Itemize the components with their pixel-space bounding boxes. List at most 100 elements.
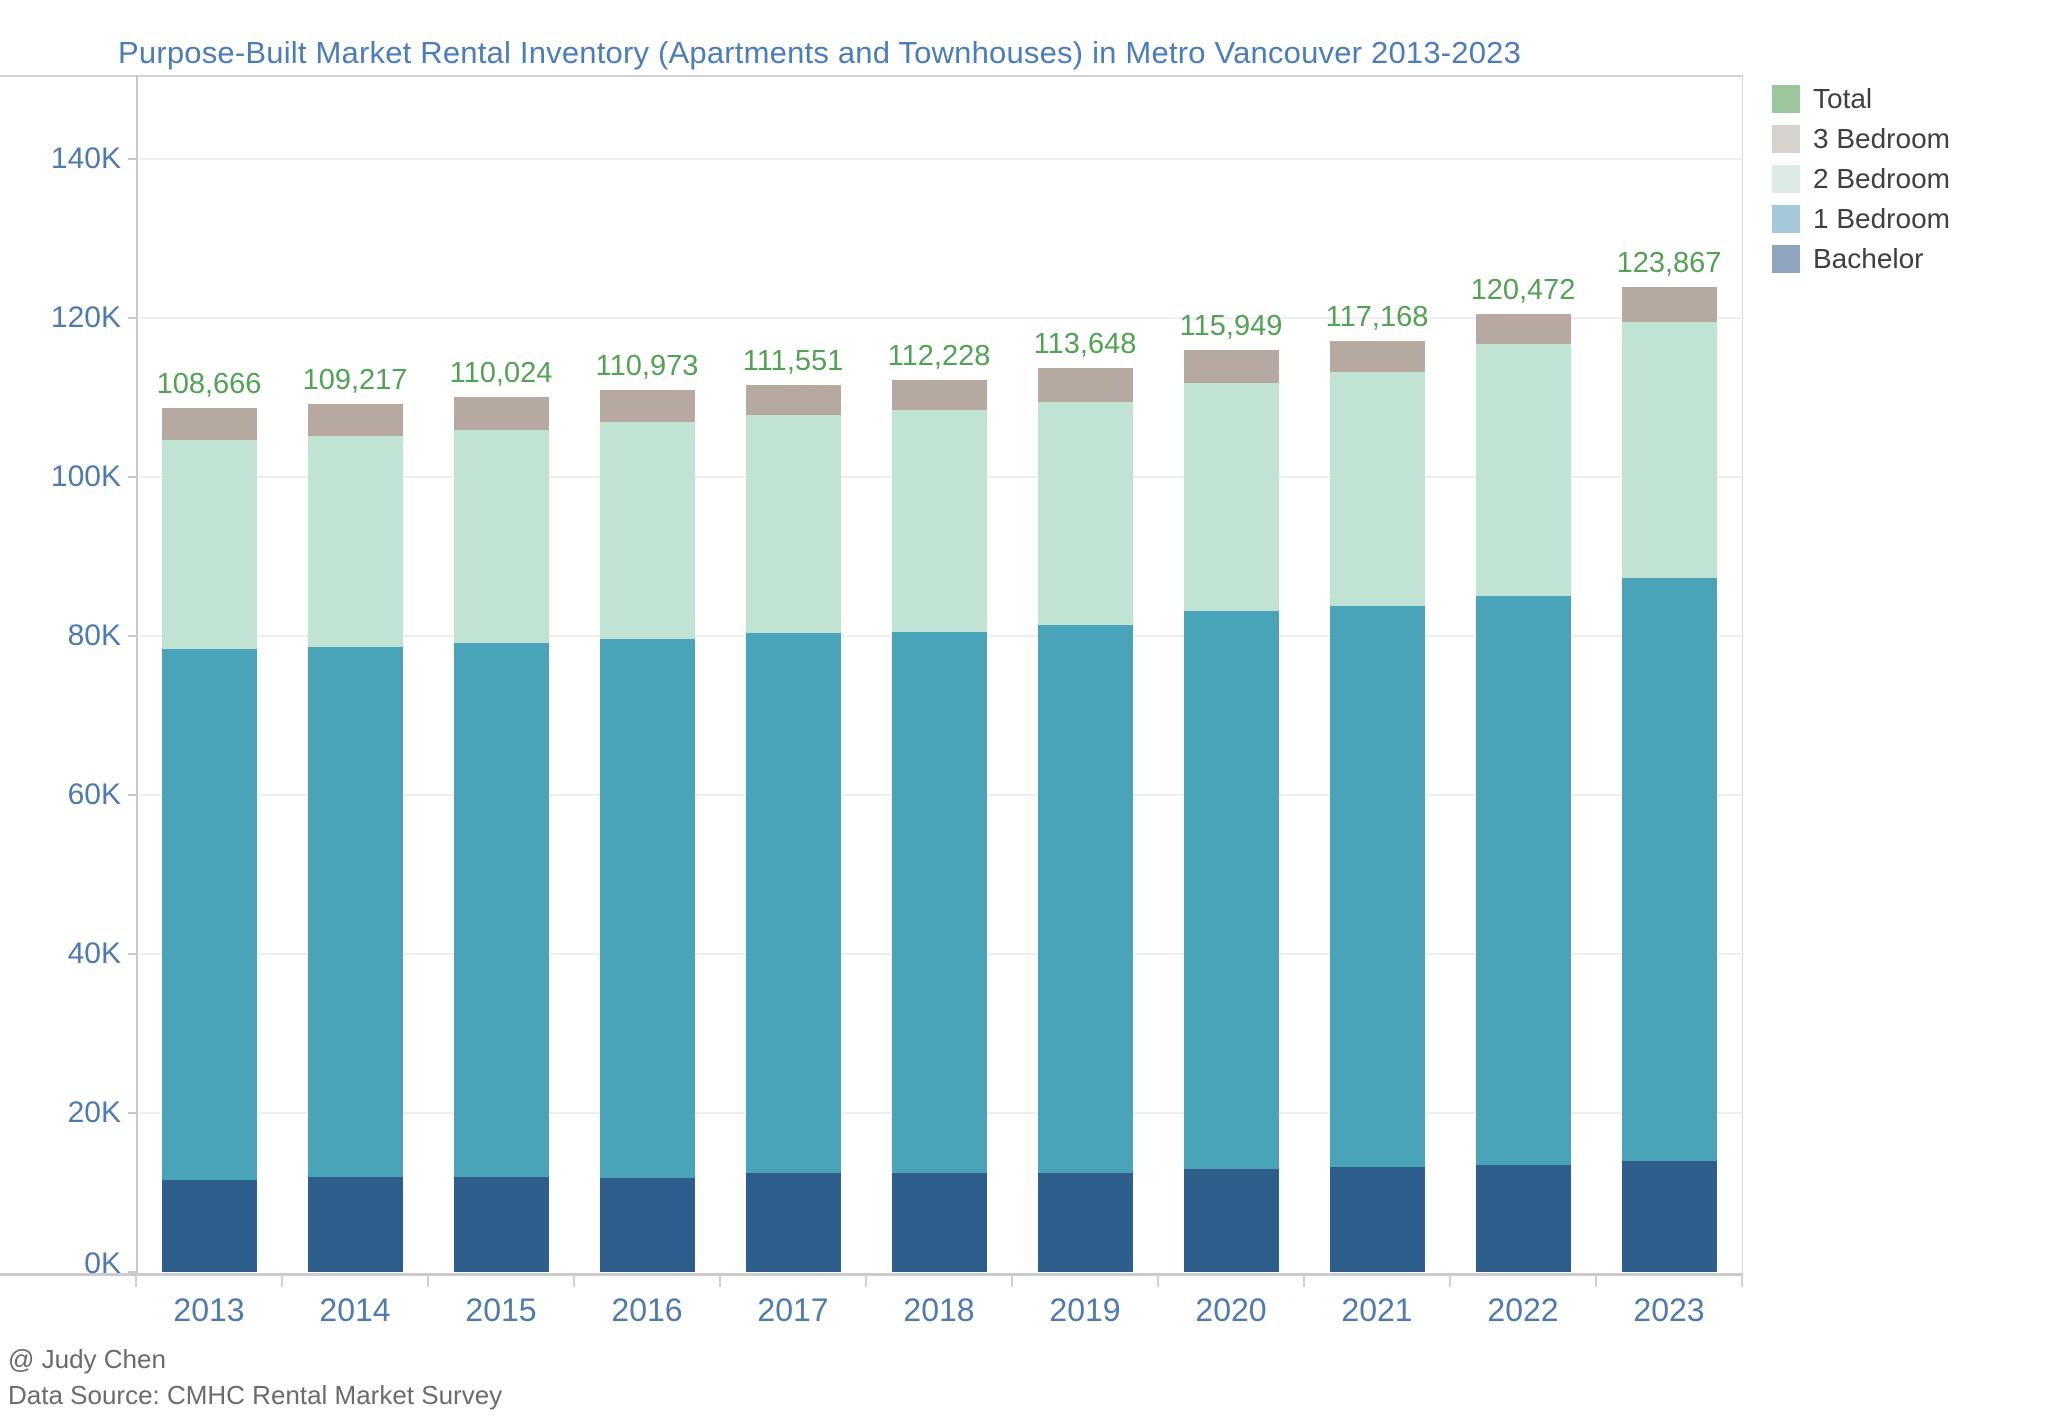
bar-segment-2-bedroom[interactable] xyxy=(1329,372,1425,606)
bar-segment-2-bedroom[interactable] xyxy=(307,435,403,648)
bar-segment-2-bedroom[interactable] xyxy=(745,414,841,633)
legend-swatch-icon xyxy=(1772,245,1800,273)
bar-segment-bachelor[interactable] xyxy=(1475,1165,1571,1272)
bar-segment-1-bedroom[interactable] xyxy=(599,639,695,1179)
bar-total-label: 108,666 xyxy=(156,368,262,401)
bar-segment-3-bedroom[interactable] xyxy=(1183,350,1279,384)
bar-total-label: 117,168 xyxy=(1325,300,1429,333)
y-axis-tick-label: 120K xyxy=(50,301,121,334)
legend-item-total[interactable]: Total xyxy=(1772,83,1873,114)
bar-segment-2-bedroom[interactable] xyxy=(1621,321,1717,578)
bar-segment-3-bedroom[interactable] xyxy=(599,389,695,423)
bar-segment-1-bedroom[interactable] xyxy=(161,648,257,1180)
bar-segment-bachelor[interactable] xyxy=(1183,1168,1279,1272)
bar-segment-bachelor[interactable] xyxy=(161,1179,257,1272)
x-axis-tick-label: 2023 xyxy=(1633,1292,1705,1328)
y-axis-tick xyxy=(128,1112,137,1114)
bar-segment-bachelor[interactable] xyxy=(1621,1161,1717,1272)
y-axis-tick-label: 40K xyxy=(67,937,121,970)
x-axis-tick-label: 2020 xyxy=(1195,1292,1267,1328)
bar-total-label: 115,949 xyxy=(1179,310,1283,343)
x-axis-tick-label: 2021 xyxy=(1341,1292,1413,1328)
bar-segment-bachelor[interactable] xyxy=(599,1178,695,1272)
bar-total-label: 112,228 xyxy=(887,339,991,372)
bar-segment-2-bedroom[interactable] xyxy=(453,430,549,644)
bar-total-label: 113,648 xyxy=(1033,328,1137,361)
x-axis-tick xyxy=(719,1276,721,1287)
bar-segment-2-bedroom[interactable] xyxy=(1475,344,1571,597)
y-axis-tick xyxy=(128,158,137,160)
footer-source: Data Source: CMHC Rental Market Survey xyxy=(8,1380,503,1410)
legend-label: Total xyxy=(1813,83,1873,114)
bar-segment-2-bedroom[interactable] xyxy=(1037,402,1133,625)
y-axis-line xyxy=(136,75,138,1275)
x-axis-tick xyxy=(281,1276,283,1287)
y-axis-tick xyxy=(128,635,137,637)
bar-total-label: 123,867 xyxy=(1616,247,1722,280)
legend-label: 1 Bedroom xyxy=(1813,203,1950,234)
x-axis-tick-label: 2015 xyxy=(465,1292,537,1328)
x-axis-tick-label: 2014 xyxy=(319,1292,391,1328)
bar-segment-2-bedroom[interactable] xyxy=(599,422,695,640)
bar-segment-bachelor[interactable] xyxy=(307,1177,403,1272)
bar-segment-3-bedroom[interactable] xyxy=(1037,368,1133,403)
bar-total-label: 109,217 xyxy=(302,363,408,396)
bar-segment-2-bedroom[interactable] xyxy=(1183,383,1279,612)
bar-segment-3-bedroom[interactable] xyxy=(161,408,257,440)
bar-total-label: 110,024 xyxy=(449,357,553,390)
x-axis-tick-label: 2022 xyxy=(1487,1292,1559,1328)
bar-segment-bachelor[interactable] xyxy=(453,1177,549,1272)
bar-segment-1-bedroom[interactable] xyxy=(1037,624,1133,1173)
y-axis-tick-label: 20K xyxy=(67,1096,121,1129)
page-title: Purpose-Built Market Rental Inventory (A… xyxy=(118,34,1522,70)
legend-item-3-bedroom[interactable]: 3 Bedroom xyxy=(1772,123,1950,154)
bar-segment-bachelor[interactable] xyxy=(1037,1172,1133,1272)
bar-segment-1-bedroom[interactable] xyxy=(453,643,549,1178)
bar-segment-2-bedroom[interactable] xyxy=(161,439,257,649)
x-axis-tick xyxy=(1011,1276,1013,1287)
x-axis-tick-label: 2019 xyxy=(1049,1292,1121,1328)
bar-segment-3-bedroom[interactable] xyxy=(745,385,841,415)
x-axis-tick xyxy=(135,1276,137,1287)
bar-segment-1-bedroom[interactable] xyxy=(891,632,987,1174)
bar-segment-3-bedroom[interactable] xyxy=(891,379,987,411)
gridline xyxy=(139,317,1743,319)
bar-total-label: 110,973 xyxy=(595,349,699,382)
bar-segment-1-bedroom[interactable] xyxy=(1183,611,1279,1169)
bar-segment-3-bedroom[interactable] xyxy=(307,403,403,436)
legend-label: Bachelor xyxy=(1813,243,1924,274)
bar-segment-bachelor[interactable] xyxy=(745,1173,841,1272)
bar-segment-2-bedroom[interactable] xyxy=(891,410,987,633)
bar-segment-1-bedroom[interactable] xyxy=(307,647,403,1178)
legend-swatch-icon xyxy=(1772,165,1800,193)
x-axis-tick xyxy=(1741,1276,1743,1287)
legend-item-1-bedroom[interactable]: 1 Bedroom xyxy=(1772,203,1950,234)
bar-segment-3-bedroom[interactable] xyxy=(453,397,549,431)
footer-author: @ Judy Chen xyxy=(8,1344,166,1374)
bar-segment-3-bedroom[interactable] xyxy=(1329,340,1425,373)
bar-segment-bachelor[interactable] xyxy=(891,1173,987,1272)
bar-segment-1-bedroom[interactable] xyxy=(1621,577,1717,1162)
legend-item-bachelor[interactable]: Bachelor xyxy=(1772,243,1924,274)
y-axis-tick-label: 60K xyxy=(67,778,121,811)
y-axis-tick-label: 80K xyxy=(67,619,121,652)
bar-segment-1-bedroom[interactable] xyxy=(1475,596,1571,1166)
y-axis-tick xyxy=(128,1271,137,1273)
legend-item-2-bedroom[interactable]: 2 Bedroom xyxy=(1772,163,1950,194)
bar-segment-1-bedroom[interactable] xyxy=(745,632,841,1174)
y-axis-tick xyxy=(128,794,137,796)
bar-segment-3-bedroom[interactable] xyxy=(1621,287,1717,322)
plot-pane-right-border xyxy=(1742,75,1743,1274)
y-axis-tick-label: 0K xyxy=(84,1247,121,1280)
bar-total-label: 120,472 xyxy=(1470,274,1576,307)
y-axis-tick xyxy=(128,476,137,478)
bar-segment-1-bedroom[interactable] xyxy=(1329,605,1425,1168)
legend-label: 2 Bedroom xyxy=(1813,163,1950,194)
gridline xyxy=(139,158,1743,160)
bar-segment-bachelor[interactable] xyxy=(1329,1167,1425,1272)
x-axis-tick-label: 2017 xyxy=(757,1292,829,1328)
bar-segment-3-bedroom[interactable] xyxy=(1475,314,1571,345)
plot-pane-top-border xyxy=(0,75,1743,77)
x-axis-tick xyxy=(1157,1276,1159,1287)
